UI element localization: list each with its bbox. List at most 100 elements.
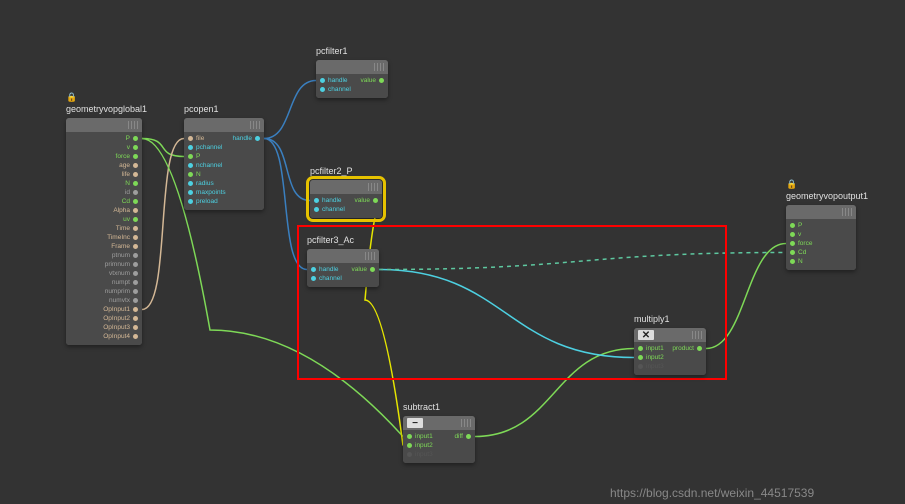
- port-dot[interactable]: [697, 346, 702, 351]
- output-port[interactable]: numprim: [105, 287, 138, 296]
- node-header[interactable]: [786, 205, 856, 219]
- wire[interactable]: [142, 139, 184, 310]
- port-dot[interactable]: [320, 78, 325, 83]
- port-dot[interactable]: [407, 434, 412, 439]
- output-port[interactable]: OpInput2: [103, 314, 138, 323]
- port-dot[interactable]: [133, 316, 138, 321]
- output-port[interactable]: OpInput4: [103, 332, 138, 341]
- port-dot[interactable]: [638, 364, 643, 369]
- output-port[interactable]: ptnum: [112, 251, 138, 260]
- node-header[interactable]: [316, 60, 388, 74]
- input-port[interactable]: input2: [407, 441, 439, 450]
- port-dot[interactable]: [133, 253, 138, 258]
- node-subtract[interactable]: subtract1−input1input2input3diff: [403, 416, 475, 463]
- wire[interactable]: [264, 81, 316, 139]
- input-port[interactable]: N: [188, 170, 226, 179]
- port-dot[interactable]: [133, 280, 138, 285]
- output-port[interactable]: diff: [454, 432, 471, 441]
- node-header[interactable]: [307, 249, 379, 263]
- port-dot[interactable]: [407, 452, 412, 457]
- node-header[interactable]: −: [403, 416, 475, 430]
- port-dot[interactable]: [311, 276, 316, 281]
- port-dot[interactable]: [133, 199, 138, 204]
- output-port[interactable]: value: [354, 196, 378, 205]
- port-dot[interactable]: [188, 190, 193, 195]
- port-dot[interactable]: [188, 163, 193, 168]
- output-port[interactable]: v: [127, 143, 138, 152]
- output-port[interactable]: Alpha: [113, 206, 138, 215]
- input-port[interactable]: channel: [320, 85, 352, 94]
- node-pcfilter3[interactable]: pcfilter3_Achandlechannelvalue: [307, 249, 379, 287]
- output-port[interactable]: handle: [232, 134, 260, 143]
- port-dot[interactable]: [133, 154, 138, 159]
- input-port[interactable]: input1: [638, 344, 670, 353]
- output-port[interactable]: id: [125, 188, 138, 197]
- port-dot[interactable]: [370, 267, 375, 272]
- port-dot[interactable]: [311, 267, 316, 272]
- input-port[interactable]: handle: [314, 196, 346, 205]
- input-port[interactable]: handle: [320, 76, 352, 85]
- port-dot[interactable]: [133, 208, 138, 213]
- port-dot[interactable]: [790, 241, 795, 246]
- port-dot[interactable]: [133, 235, 138, 240]
- port-dot[interactable]: [133, 136, 138, 141]
- input-port[interactable]: maxpoints: [188, 188, 226, 197]
- port-dot[interactable]: [255, 136, 260, 141]
- input-port[interactable]: preload: [188, 197, 226, 206]
- port-dot[interactable]: [790, 223, 795, 228]
- port-dot[interactable]: [133, 163, 138, 168]
- input-port[interactable]: nchannel: [188, 161, 226, 170]
- port-dot[interactable]: [133, 181, 138, 186]
- port-dot[interactable]: [188, 181, 193, 186]
- port-dot[interactable]: [133, 298, 138, 303]
- port-dot[interactable]: [320, 87, 325, 92]
- node-header[interactable]: [66, 118, 142, 132]
- input-port[interactable]: handle: [311, 265, 343, 274]
- output-port[interactable]: OpInput3: [103, 323, 138, 332]
- port-dot[interactable]: [188, 172, 193, 177]
- input-port[interactable]: file: [188, 134, 226, 143]
- output-port[interactable]: primnum: [105, 260, 138, 269]
- output-port[interactable]: value: [360, 76, 384, 85]
- port-dot[interactable]: [133, 172, 138, 177]
- port-dot[interactable]: [133, 217, 138, 222]
- input-port[interactable]: N: [790, 257, 821, 266]
- input-port[interactable]: channel: [311, 274, 343, 283]
- port-dot[interactable]: [466, 434, 471, 439]
- port-dot[interactable]: [133, 289, 138, 294]
- input-port[interactable]: channel: [314, 205, 346, 214]
- port-dot[interactable]: [638, 346, 643, 351]
- port-dot[interactable]: [133, 190, 138, 195]
- output-port[interactable]: value: [351, 265, 375, 274]
- output-port[interactable]: uv: [123, 215, 138, 224]
- port-dot[interactable]: [133, 262, 138, 267]
- input-port[interactable]: input3: [638, 362, 670, 371]
- input-port[interactable]: radius: [188, 179, 226, 188]
- port-dot[interactable]: [133, 307, 138, 312]
- node-geomglobal[interactable]: 🔒geometryvopglobal1PvforceagelifeNidCdAl…: [66, 118, 142, 345]
- port-dot[interactable]: [188, 154, 193, 159]
- input-port[interactable]: pchannel: [188, 143, 226, 152]
- input-port[interactable]: input1: [407, 432, 439, 441]
- port-dot[interactable]: [790, 259, 795, 264]
- port-dot[interactable]: [638, 355, 643, 360]
- port-dot[interactable]: [188, 199, 193, 204]
- port-dot[interactable]: [379, 78, 384, 83]
- output-port[interactable]: OpInput1: [103, 305, 138, 314]
- node-header[interactable]: ✕: [634, 328, 706, 342]
- output-port[interactable]: N: [125, 179, 138, 188]
- port-dot[interactable]: [407, 443, 412, 448]
- node-multiply[interactable]: multiply1✕input1input2input3product: [634, 328, 706, 375]
- wire[interactable]: [142, 139, 184, 157]
- output-port[interactable]: Time: [116, 224, 138, 233]
- output-port[interactable]: force: [116, 152, 138, 161]
- port-dot[interactable]: [133, 226, 138, 231]
- input-port[interactable]: P: [790, 221, 821, 230]
- input-port[interactable]: force: [790, 239, 821, 248]
- port-dot[interactable]: [133, 145, 138, 150]
- output-port[interactable]: age: [119, 161, 138, 170]
- output-port[interactable]: P: [126, 134, 138, 143]
- input-port[interactable]: Cd: [790, 248, 821, 257]
- port-dot[interactable]: [314, 198, 319, 203]
- output-port[interactable]: TimeInc: [107, 233, 138, 242]
